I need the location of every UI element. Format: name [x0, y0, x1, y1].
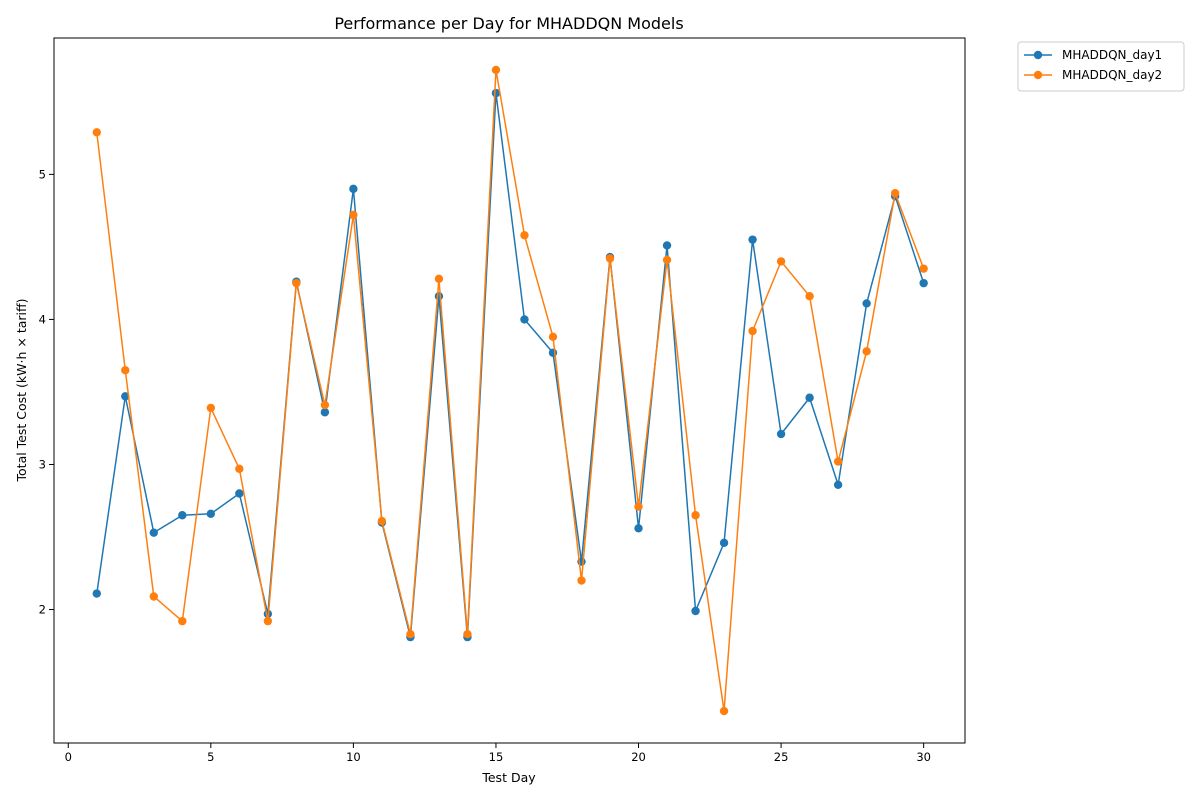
data-point [662, 241, 672, 250]
series-1 [92, 65, 928, 716]
series-line-0 [96, 92, 925, 638]
plot-area: 0 5 10 15 20 25 30 2 3 4 5 [39, 37, 966, 764]
x-tick-label: 30 [916, 750, 931, 764]
x-axis-label: Test Day [481, 770, 536, 785]
y-tick-label: 2 [39, 603, 46, 617]
data-point [805, 393, 814, 402]
data-point [149, 592, 158, 601]
data-point [719, 706, 729, 716]
y-tick-label: 3 [39, 457, 46, 471]
legend: MHADDQN_day1 MHADDQN_day2 [1017, 41, 1185, 92]
data-point [548, 332, 558, 342]
data-point [235, 489, 244, 498]
data-point [149, 528, 158, 537]
data-point [434, 274, 444, 283]
series-0 [92, 88, 928, 642]
data-point [919, 264, 928, 273]
x-tick-label: 25 [774, 750, 789, 764]
x-tick-label: 5 [207, 750, 214, 764]
data-point [605, 254, 615, 263]
data-point [463, 630, 472, 639]
data-point [719, 538, 729, 548]
data-point [662, 255, 672, 265]
data-point [634, 524, 643, 533]
axes-frame [53, 37, 966, 744]
data-point [748, 235, 757, 244]
x-tick-label: 0 [65, 750, 72, 764]
data-point [121, 392, 130, 401]
data-point [320, 408, 330, 417]
data-point [491, 88, 501, 98]
data-point [263, 616, 273, 626]
data-point [776, 429, 786, 439]
data-point [833, 480, 843, 489]
legend-label: MHADDQN_day2 [1062, 68, 1162, 82]
series-line-1 [96, 69, 925, 712]
data-point [805, 292, 814, 301]
data-point [235, 464, 244, 474]
data-point [833, 457, 843, 466]
data-point [577, 576, 586, 585]
data-point [862, 299, 871, 308]
data-point [377, 516, 387, 526]
data-point [776, 257, 786, 266]
y-axis-label: Total Test Cost (kW·h × tariff) [14, 299, 29, 483]
data-point [206, 509, 216, 518]
legend-box [1017, 41, 1185, 92]
data-point [206, 403, 216, 413]
data-point [178, 511, 187, 520]
data-point [520, 231, 529, 240]
data-point [349, 210, 358, 220]
x-axis-ticks: 0 5 10 15 20 25 30 [65, 743, 931, 764]
data-point [491, 65, 501, 75]
data-point [349, 184, 358, 194]
x-tick-label: 10 [346, 750, 361, 764]
data-point [691, 606, 700, 616]
data-point [178, 616, 187, 626]
legend-marker [1033, 70, 1043, 80]
chart-title: Performance per Day for MHADDQN Models [334, 14, 683, 33]
data-point [406, 630, 415, 639]
data-point [320, 400, 330, 410]
data-point [919, 278, 928, 288]
data-point [862, 347, 871, 356]
data-point [890, 189, 900, 198]
legend-label: MHADDQN_day1 [1062, 48, 1162, 62]
data-point [92, 589, 101, 598]
x-tick-label: 20 [631, 750, 646, 764]
data-point [434, 292, 444, 301]
data-point [520, 315, 529, 324]
data-point [292, 278, 301, 288]
x-tick-label: 15 [489, 750, 504, 764]
data-point [748, 326, 757, 336]
y-tick-label: 4 [39, 312, 46, 326]
data-point [691, 511, 700, 520]
legend-marker [1033, 50, 1043, 60]
data-point [634, 502, 643, 511]
y-axis-ticks: 2 3 4 5 [39, 167, 54, 617]
data-point [121, 365, 130, 375]
y-tick-label: 5 [39, 167, 46, 181]
data-point [92, 128, 101, 137]
